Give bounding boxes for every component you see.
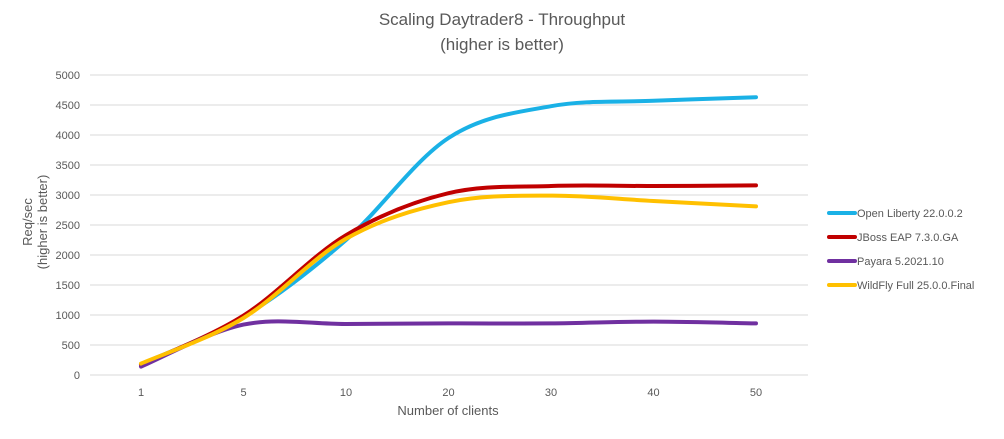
x-tick-label: 1 [138,387,144,399]
x-tick-label: 20 [442,387,454,399]
y-tick-label: 500 [62,340,80,352]
legend-label: Payara 5.2021.10 [857,256,944,268]
x-axis-ticks: 1 5 10 20 30 40 50 [138,387,762,399]
y-axis-title: Req/sec [20,198,35,246]
x-tick-label: 50 [750,387,762,399]
legend-label: JBoss EAP 7.3.0.GA [857,232,959,244]
x-axis-title: Number of clients [397,403,499,418]
y-tick-label: 3500 [56,160,80,172]
y-tick-label: 0 [74,370,80,382]
y-tick-label: 4000 [56,130,80,142]
legend: Open Liberty 22.0.0.2 JBoss EAP 7.3.0.GA P… [827,208,974,292]
y-tick-label: 4500 [56,100,80,112]
y-tick-label: 2500 [56,220,80,232]
y-tick-label: 1500 [56,280,80,292]
series-line-jboss-eap-7-3-0-ga [139,183,758,367]
x-tick-label: 5 [240,387,246,399]
y-tick-label: 1000 [56,310,80,322]
y-tick-label: 3000 [56,190,80,202]
chart-title: Scaling Daytrader8 - Throughput [378,10,626,29]
y-tick-label: 5000 [56,70,80,82]
series-lines [139,95,758,369]
series-line-wildfly-full-25-0-0-final [139,193,758,366]
y-axis-title-group: Req/sec (higher is better) [20,175,50,270]
y-axis-subtitle: (higher is better) [35,175,50,270]
chart-subtitle: (higher is better) [440,35,564,54]
legend-label: WildFly Full 25.0.0.Final [857,280,974,292]
legend-label: Open Liberty 22.0.0.2 [857,208,963,220]
y-tick-label: 2000 [56,250,80,262]
gridlines [90,74,808,376]
x-tick-label: 30 [545,387,557,399]
y-axis-ticks: 0 500 1000 1500 2000 2500 3000 3500 4000 4500 5000 [56,70,80,382]
x-tick-label: 40 [647,387,659,399]
series-line-payara-5-2021-10 [139,319,758,369]
x-tick-label: 10 [340,387,352,399]
